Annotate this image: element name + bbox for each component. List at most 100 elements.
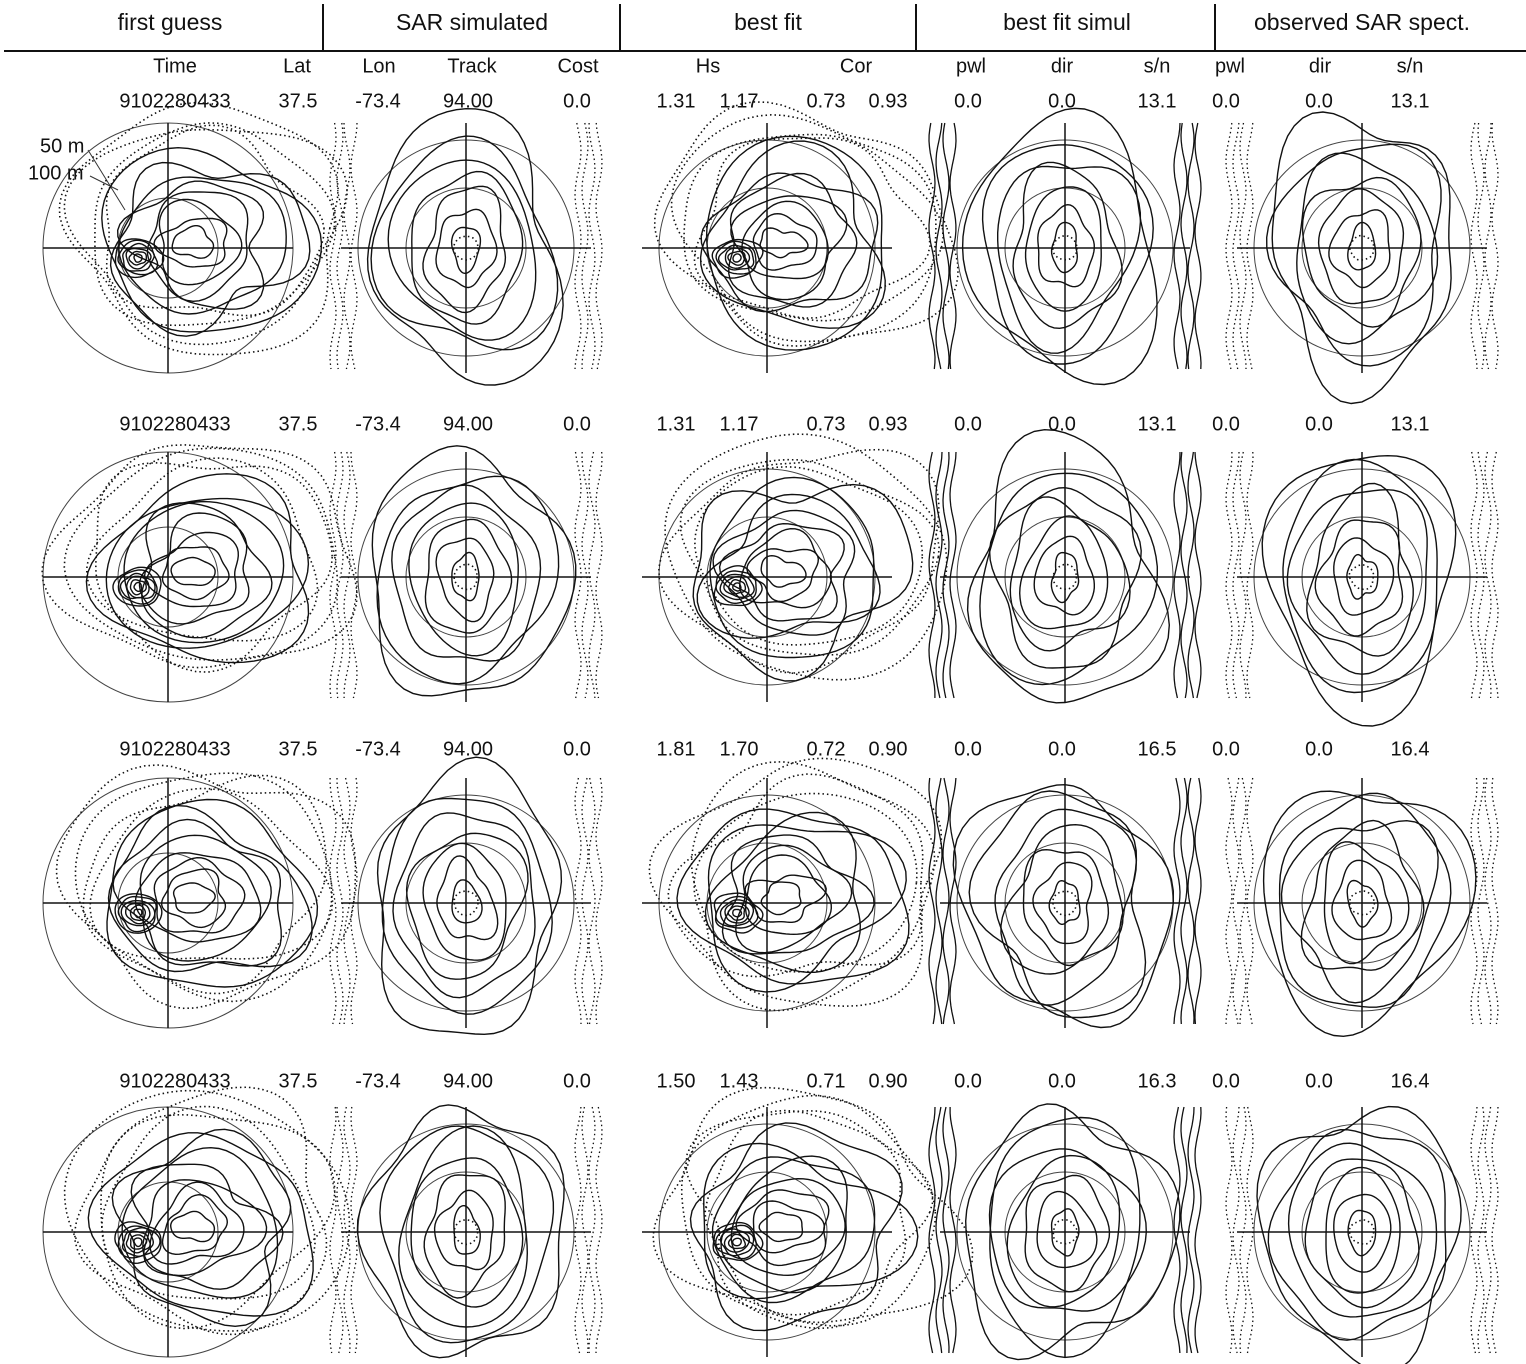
contour-edge xyxy=(942,451,950,699)
contour xyxy=(379,1125,555,1344)
contour-edge xyxy=(1194,1106,1202,1354)
contour xyxy=(435,208,498,289)
contour-edge xyxy=(949,777,957,1025)
contour-edge xyxy=(1239,1106,1247,1354)
contour xyxy=(719,573,755,601)
row-value: 9102280433 xyxy=(119,90,230,112)
contour xyxy=(161,1193,229,1256)
contour xyxy=(387,159,537,341)
contour xyxy=(112,566,162,607)
row-value: 1.70 xyxy=(720,738,759,760)
contour xyxy=(422,842,507,961)
contour-edge xyxy=(1194,122,1202,370)
annotation: 50 m xyxy=(40,135,84,157)
contour-edge xyxy=(1232,451,1240,699)
contour-edge xyxy=(949,122,957,370)
contour-edge xyxy=(1180,1106,1188,1354)
contour xyxy=(1348,890,1376,916)
column-header: best fit simul xyxy=(1003,9,1131,35)
contour xyxy=(727,1233,746,1250)
contour-edge xyxy=(329,122,337,370)
contour-edge xyxy=(935,777,943,1025)
contour-edge xyxy=(581,451,589,699)
contour xyxy=(735,844,853,954)
contour xyxy=(720,1155,848,1294)
contour xyxy=(129,904,146,922)
contour-edge xyxy=(336,122,344,370)
contour xyxy=(450,226,482,274)
contour xyxy=(723,575,750,599)
row-value: 16.3 xyxy=(1138,1070,1177,1092)
contour xyxy=(1328,209,1391,289)
contour xyxy=(1346,879,1379,928)
row-value: 16.5 xyxy=(1138,738,1177,760)
contour xyxy=(988,1148,1148,1312)
contour xyxy=(1286,488,1428,675)
contour xyxy=(760,881,802,916)
contour xyxy=(1267,1128,1447,1341)
contour xyxy=(94,461,334,673)
contour xyxy=(746,548,820,603)
contour xyxy=(1331,859,1393,941)
contour xyxy=(1287,1142,1438,1318)
row-value: 13.1 xyxy=(1138,90,1177,112)
row-value: 0.0 xyxy=(954,90,982,112)
contour xyxy=(172,882,216,914)
contour xyxy=(712,1221,764,1262)
contour xyxy=(704,1109,907,1316)
column-header: SAR simulated xyxy=(396,9,548,35)
contour xyxy=(1050,1208,1080,1257)
contour xyxy=(117,895,157,933)
contour-edge xyxy=(1491,451,1499,699)
contour xyxy=(707,824,907,993)
contour xyxy=(680,1094,937,1327)
contour xyxy=(1347,1209,1377,1257)
row-value: 94.00 xyxy=(443,413,493,435)
contour xyxy=(1261,454,1457,727)
contour-edge xyxy=(595,777,603,1025)
contour xyxy=(114,1221,162,1265)
row-value: 16.4 xyxy=(1391,738,1430,760)
row-value: 9102280433 xyxy=(119,1070,230,1092)
contour xyxy=(1037,203,1096,288)
contour xyxy=(1032,861,1093,945)
contour xyxy=(1278,792,1452,1008)
row-value: 0.0 xyxy=(1048,413,1076,435)
contour-edge xyxy=(1484,451,1492,699)
contour-edge xyxy=(935,122,943,370)
contour-edge xyxy=(1225,452,1233,699)
contour xyxy=(171,225,215,259)
contour xyxy=(966,428,1171,704)
contour xyxy=(123,500,285,644)
contour xyxy=(376,756,563,1036)
contour xyxy=(676,808,910,985)
contour-edge xyxy=(1232,1106,1240,1354)
contour-edge xyxy=(1225,122,1233,370)
contour xyxy=(732,253,742,263)
contour xyxy=(58,101,339,356)
contour xyxy=(705,135,883,351)
contour xyxy=(964,1103,1181,1361)
contour xyxy=(107,804,313,973)
contour xyxy=(1009,496,1131,652)
contour xyxy=(727,579,747,595)
row-value: 94.00 xyxy=(443,90,493,112)
contour xyxy=(715,1224,757,1260)
contour xyxy=(153,217,228,268)
contour xyxy=(1282,458,1438,694)
contour xyxy=(1052,235,1078,261)
contour xyxy=(422,185,507,314)
contour xyxy=(356,1104,565,1359)
contour xyxy=(1018,515,1109,630)
contour xyxy=(158,198,243,286)
contour xyxy=(760,554,807,588)
contour xyxy=(109,161,311,337)
contour xyxy=(1333,1193,1392,1273)
contour xyxy=(161,546,230,601)
row-value: 0.93 xyxy=(869,413,908,435)
contour xyxy=(133,1237,143,1248)
contour xyxy=(122,242,155,272)
column-header: best fit xyxy=(734,9,802,35)
contour-edge xyxy=(574,777,582,1025)
